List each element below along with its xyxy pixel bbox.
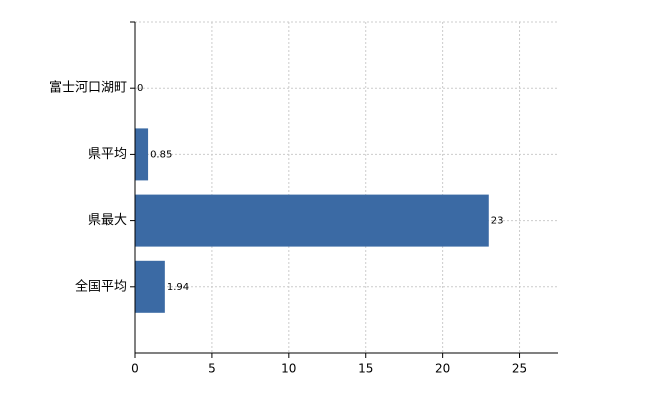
bar <box>135 194 489 247</box>
y-tick-label: 富士河口湖町 <box>49 80 127 96</box>
value-label: 0 <box>137 83 143 94</box>
x-tick-label: 5 <box>208 362 216 376</box>
x-tick-label: 20 <box>435 362 450 376</box>
y-tick-label: 県最大 <box>88 213 127 228</box>
x-tick-label: 0 <box>131 362 139 376</box>
bar <box>135 128 149 181</box>
value-label: 23 <box>491 216 504 227</box>
x-tick-label: 25 <box>512 362 527 376</box>
bar <box>135 260 165 313</box>
value-label: 0.85 <box>150 149 172 160</box>
y-tick-label: 全国平均 <box>75 278 127 294</box>
value-label: 1.94 <box>167 282 189 293</box>
x-tick-label: 10 <box>281 362 296 376</box>
y-tick-label: 県平均 <box>88 147 127 162</box>
x-tick-label: 15 <box>358 362 373 376</box>
